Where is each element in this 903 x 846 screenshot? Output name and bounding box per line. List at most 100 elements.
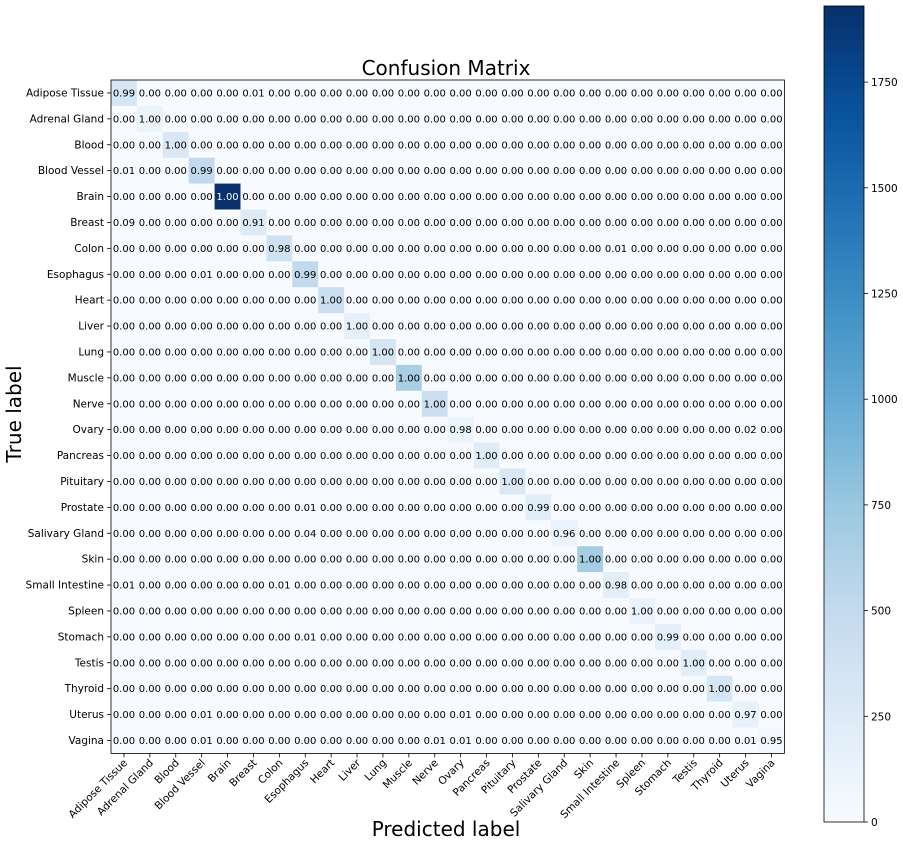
heatmap-cell: [577, 157, 604, 184]
y-tick-label: Vagina: [69, 735, 104, 747]
heatmap-cell: [162, 390, 190, 418]
heatmap-cell: [370, 520, 397, 547]
heatmap-cell: [654, 546, 682, 573]
cell-value-label: 0.01: [734, 736, 756, 747]
cell-value-label: 0.00: [216, 322, 238, 333]
cell-value-label: 0.00: [216, 399, 238, 410]
heatmap-cell: [499, 183, 526, 210]
heatmap-cell: [421, 261, 449, 288]
heatmap-cell: [706, 546, 733, 573]
heatmap-cell: [292, 80, 319, 107]
cell-value-label: 0.00: [216, 114, 238, 125]
heatmap-cell: [318, 209, 345, 236]
cell-value-label: 0.00: [294, 166, 316, 177]
heatmap-cell: [421, 313, 449, 340]
cell-value-label: 0.00: [216, 425, 238, 436]
cell-value-label: 0.00: [191, 218, 213, 229]
cell-value-label: 0.00: [346, 684, 368, 695]
heatmap-cell: [214, 572, 241, 599]
cell-value-label: 0.04: [294, 529, 316, 540]
cell-value-label: 0.00: [734, 296, 756, 307]
cell-value-label: 0.00: [657, 606, 679, 617]
cell-value-label: 0.00: [760, 606, 782, 617]
heatmap-cell: [447, 157, 474, 184]
cell-value-label: 0.00: [216, 218, 238, 229]
cell-value-label: 0.00: [139, 606, 161, 617]
heatmap-cell: [136, 183, 164, 210]
cell-value-label: 0.00: [372, 218, 394, 229]
cell-value-label: 0.00: [475, 736, 497, 747]
heatmap-cell: [680, 598, 708, 625]
cell-value-label: 0.00: [216, 270, 238, 281]
cell-value-label: 0.00: [734, 555, 756, 566]
heatmap-cell: [162, 183, 190, 210]
heatmap-cell: [525, 416, 552, 443]
heatmap-cell: [629, 598, 656, 625]
heatmap-cell: [629, 287, 656, 314]
heatmap-cell: [629, 701, 656, 728]
heatmap-cell: [214, 494, 241, 521]
cell-value-label: 0.00: [631, 658, 653, 669]
cell-value-label: 0.00: [579, 399, 601, 410]
heatmap-cell: [680, 183, 708, 210]
heatmap-cell: [318, 416, 345, 443]
cell-value-label: 0.00: [191, 477, 213, 488]
cell-value-label: 0.00: [424, 218, 446, 229]
heatmap-cell: [680, 364, 708, 392]
heatmap-cell: [111, 546, 138, 573]
cell-value-label: 0.00: [579, 581, 601, 592]
heatmap-cell: [214, 442, 241, 469]
heatmap-cell: [240, 80, 267, 107]
heatmap-cell: [370, 442, 397, 469]
heatmap-cell: [136, 649, 164, 677]
x-tick-label: Vagina: [744, 757, 778, 791]
cell-value-label: 0.00: [346, 114, 368, 125]
heatmap-cell: [188, 261, 215, 288]
cell-value-label: 0.00: [631, 322, 653, 333]
heatmap-cell: [551, 131, 578, 159]
heatmap-cell: [577, 131, 604, 159]
heatmap-cell: [162, 416, 190, 443]
heatmap-cell: [266, 572, 293, 599]
heatmap-cell: [188, 546, 215, 573]
heatmap-cell: [188, 339, 215, 366]
heatmap-cell: [214, 313, 241, 340]
heatmap-cell: [111, 105, 138, 133]
cell-value-label: 0.00: [268, 88, 290, 99]
heatmap-cell: [344, 727, 371, 754]
cell-value-label: 0.00: [268, 477, 290, 488]
heatmap-cell: [473, 727, 500, 754]
cell-value-label: 0.00: [709, 710, 731, 721]
heatmap-cell: [706, 105, 733, 133]
cell-value-label: 0.00: [320, 166, 342, 177]
cell-value-label: 0.00: [268, 373, 290, 384]
heatmap-cell: [421, 183, 449, 210]
cell-value-label: 0.00: [475, 606, 497, 617]
cell-value-label: 0.00: [553, 347, 575, 358]
cell-value-label: 0.00: [475, 140, 497, 151]
cell-value-label: 0.00: [191, 658, 213, 669]
cell-value-label: 0.00: [320, 425, 342, 436]
cell-value-label: 0.00: [527, 451, 549, 462]
heatmap-cell: [473, 572, 500, 599]
cell-value-label: 0.00: [139, 477, 161, 488]
cell-value-label: 0.00: [527, 425, 549, 436]
heatmap-cell: [111, 494, 138, 521]
cell-value-label: 0.00: [424, 632, 446, 643]
y-tick-label: Colon: [74, 243, 104, 255]
cell-value-label: 0.00: [165, 244, 187, 255]
cell-value-label: 0.00: [683, 710, 705, 721]
heatmap-cell: [732, 313, 759, 340]
heatmap-cell: [732, 235, 759, 262]
heatmap-cell: [240, 598, 267, 625]
heatmap-cell: [266, 157, 293, 184]
heatmap-cell: [551, 649, 578, 677]
heatmap-cell: [162, 623, 190, 651]
heatmap-cell: [111, 701, 138, 728]
cell-value-label: 0.00: [294, 606, 316, 617]
cell-value-label: 0.00: [553, 218, 575, 229]
heatmap-cell: [732, 520, 759, 547]
cell-value-label: 0.00: [631, 166, 653, 177]
cell-value-label: 0.00: [165, 218, 187, 229]
